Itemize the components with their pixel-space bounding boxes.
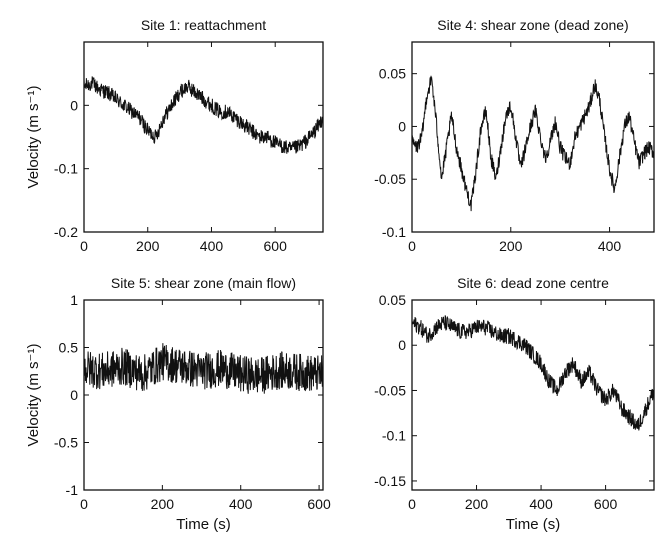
y-tick-label: 0.05 [379,66,406,82]
x-tick-label: 200 [465,496,489,512]
x-tick-label: 400 [598,238,622,254]
axes-box [411,41,655,233]
chart-panel-4: 0 200 400 600 -0.15 -0.1 -0.05 0 0.05 Site 6: dea… [374,275,655,533]
x-tick-label: 200 [151,496,175,512]
y-tick-label: -0.05 [374,382,406,398]
y-tick-label: -1 [66,482,79,498]
y-tick-label: 0 [70,387,78,403]
x-tick-label: 600 [264,238,288,254]
chart-panel-2: 0 200 400 -0.1 -0.05 0 0.05 Site 4: shear zone … [374,17,655,254]
y-tick-label: 0 [398,337,406,353]
y-tick-label: 0.05 [379,292,406,308]
series-line [84,76,323,154]
y-tick-label: -0.1 [382,224,406,240]
axes-box [411,299,655,491]
y-tick-label: 0 [70,97,78,113]
y-axis-label: Velocity (m s⁻¹) [25,86,42,189]
chart-title: Site 5: shear zone (main flow) [111,275,296,291]
y-axis-label: Velocity (m s⁻¹) [25,344,42,447]
x-tick-label: 200 [499,238,523,254]
x-tick-label: 600 [307,496,331,512]
chart-panel-1: 0 200 400 600 -0.2 -0.1 0 Site 1: reattachment V… [25,17,324,254]
y-tick-label: 1 [70,292,78,308]
x-tick-label: 600 [594,496,618,512]
series-line [412,315,654,431]
x-axis-label: Time (s) [506,516,560,533]
x-axis-label: Time (s) [176,516,230,533]
axes-box [83,299,324,491]
x-tick-label: 0 [408,238,416,254]
y-tick-label: -0.2 [54,224,78,240]
y-tick-label: -0.05 [374,171,406,187]
chart-title: Site 1: reattachment [141,17,266,33]
x-tick-label: 400 [529,496,553,512]
series-line [412,75,654,212]
x-tick-label: 400 [200,238,224,254]
y-tick-label: -0.5 [54,435,78,451]
x-tick-label: 400 [229,496,253,512]
chart-title: Site 6: dead zone centre [457,275,609,291]
chart-panel-3: 0 200 400 600 -1 -0.5 0 0.5 1 Site 5: shear zone … [25,275,331,533]
y-tick-label: -0.1 [382,428,406,444]
chart-title: Site 4: shear zone (dead zone) [437,17,628,33]
x-tick-label: 0 [80,238,88,254]
y-tick-label: 0.5 [59,340,79,356]
axes-box [83,41,324,233]
y-tick-label: -0.1 [54,161,78,177]
y-tick-label: -0.15 [374,473,406,489]
x-tick-label: 0 [408,496,416,512]
series-line [84,343,323,394]
y-tick-label: 0 [398,118,406,134]
x-tick-label: 200 [136,238,160,254]
x-tick-label: 0 [80,496,88,512]
